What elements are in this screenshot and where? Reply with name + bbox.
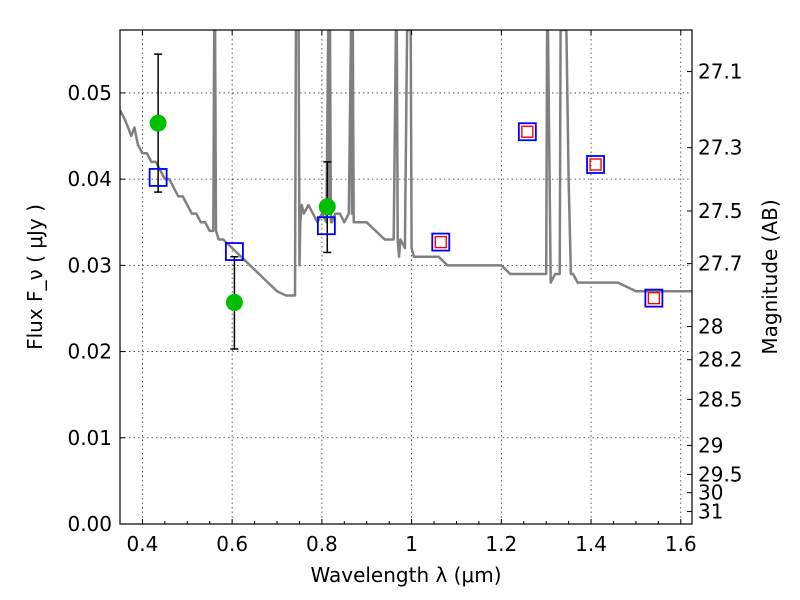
model-flux-square <box>148 168 168 187</box>
observed-flux-point <box>225 293 243 311</box>
predicted-flux-square <box>647 291 661 305</box>
plot-frame <box>119 29 693 525</box>
x-tick-label: 0.4 <box>127 532 159 556</box>
y2-tick-label: 27.1 <box>698 60 743 84</box>
model-flux-square <box>517 122 537 142</box>
y2-tick-label: 28.2 <box>698 348 743 372</box>
y-tick-label: 0.00 <box>67 512 112 536</box>
x-tick-label: 1.6 <box>665 532 697 556</box>
y2-tick-label: 30 <box>698 481 723 505</box>
model-flux-square <box>316 216 336 236</box>
x-tick-label: 1 <box>405 532 418 556</box>
predicted-flux-square <box>589 158 602 171</box>
model-spectrum-line <box>120 30 692 297</box>
tick-layer: 0.4 0.6 0.8 1 1.2 1.4 1.6 0.00 0.01 0.02 0.03 0.04 0… <box>67 30 743 556</box>
y2-tick-label: 29.5 <box>698 462 743 486</box>
y2-tick-label: 29 <box>698 433 723 457</box>
model-flux-square <box>224 242 244 261</box>
x-tick-label: 0.6 <box>216 532 248 556</box>
y2-tick-label: 31 <box>698 500 723 524</box>
y-axis-label: Flux F_ν ( μJy ) <box>23 204 47 350</box>
label-layer: Wavelength λ (μm) Flux F_ν ( μJy ) Magni… <box>23 199 782 587</box>
y-tick-label: 0.01 <box>67 426 112 450</box>
model-flux-square <box>431 232 451 252</box>
y-tick-label: 0.04 <box>67 167 112 191</box>
y-tick-label: 0.02 <box>67 340 112 364</box>
x-tick-label: 1.2 <box>485 532 517 556</box>
observed-flux-point <box>149 114 167 132</box>
model-flux-square <box>644 288 664 308</box>
y-tick-label: 0.03 <box>67 253 112 277</box>
y2-tick-label: 28.5 <box>698 387 743 411</box>
y2-tick-label: 27.5 <box>698 199 743 223</box>
y2-tick-label: 27.7 <box>698 252 743 276</box>
y2-axis-label: Magnitude (AB) <box>758 199 782 354</box>
predicted-flux-square <box>434 235 447 249</box>
predicted-flux-square <box>521 125 534 138</box>
y2-tick-label: 28 <box>698 314 723 338</box>
observed-flux-point <box>318 198 336 216</box>
x-axis-label: Wavelength λ (μm) <box>310 563 501 587</box>
model-flux-square <box>586 155 605 174</box>
x-tick-label: 0.8 <box>306 532 338 556</box>
y-tick-label: 0.05 <box>67 81 112 105</box>
plot-layer <box>120 30 692 350</box>
y2-tick-label: 27.3 <box>698 136 743 160</box>
x-tick-label: 1.4 <box>575 532 607 556</box>
